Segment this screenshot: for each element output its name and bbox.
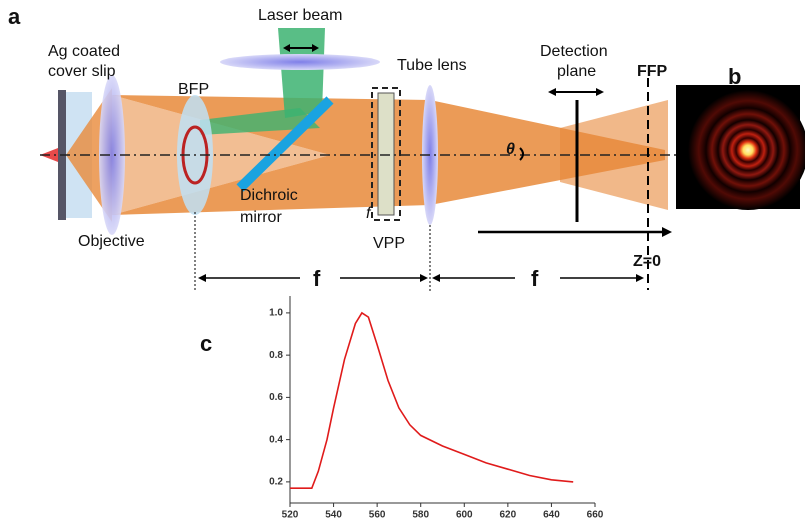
label: BFP <box>178 81 209 98</box>
x-tick-label: 660 <box>587 510 604 521</box>
label: Dichroic <box>240 187 298 204</box>
x-tick-label: 620 <box>500 510 517 521</box>
label: Objective <box>78 233 145 250</box>
label: Ag coated <box>48 43 120 60</box>
label: mirror <box>240 209 282 226</box>
x-tick-label: 580 <box>412 510 429 521</box>
label: Tube lens <box>397 57 467 74</box>
label: plane <box>557 63 596 80</box>
y-tick-label: 0.8 <box>269 350 283 361</box>
y-tick-label: 0.2 <box>269 477 283 488</box>
spectrum-line <box>290 313 573 488</box>
y-tick-label: 1.0 <box>269 308 283 319</box>
label: f <box>531 266 539 291</box>
figure: a b c Ag coated cover slip Laser beam BF… <box>0 0 805 523</box>
x-tick-label: 520 <box>282 510 299 521</box>
label: VPP <box>373 235 405 252</box>
x-tick-label: 560 <box>369 510 386 521</box>
y-tick-label: 0.4 <box>269 434 283 445</box>
label: f <box>313 266 321 291</box>
label: Detection <box>540 43 608 60</box>
label: FFP <box>637 63 668 80</box>
panel-label: c <box>200 331 212 356</box>
x-tick-label: 600 <box>456 510 473 521</box>
panel-label: b <box>728 64 741 89</box>
y-tick-label: 0.6 <box>269 392 283 403</box>
panel-label: a <box>8 4 21 29</box>
label: Z=0 <box>633 253 661 270</box>
label: cover slip <box>48 63 116 80</box>
label: θ <box>506 141 515 158</box>
label: Laser beam <box>258 7 343 24</box>
x-tick-label: 640 <box>543 510 560 521</box>
x-tick-label: 540 <box>325 510 342 521</box>
